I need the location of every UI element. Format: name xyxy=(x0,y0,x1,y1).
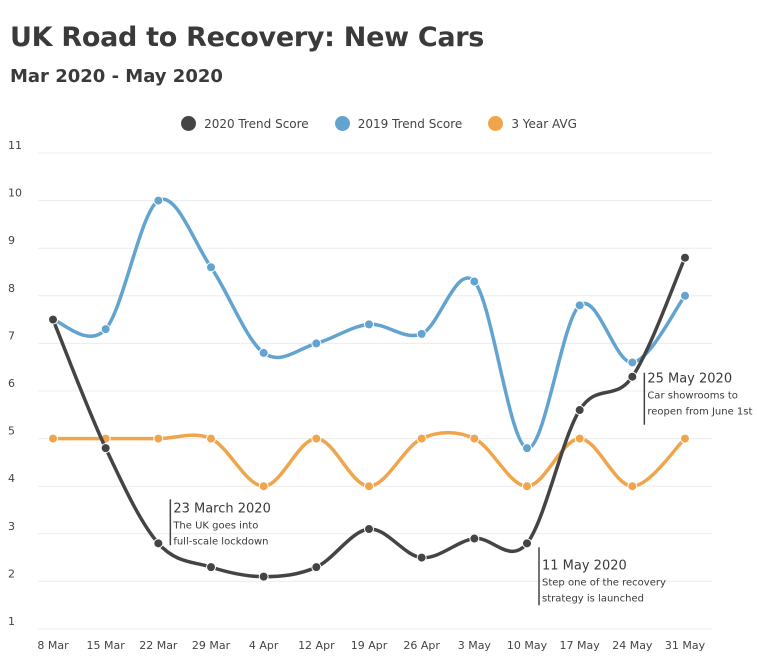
data-point-2019 xyxy=(680,290,690,301)
x-tick-label: 10 May xyxy=(507,639,548,652)
data-point-3yr-avg xyxy=(469,433,480,444)
x-tick-label: 22 Mar xyxy=(139,639,178,652)
annotation-text: Car showrooms to xyxy=(647,391,738,402)
x-tick-label: 4 Apr xyxy=(249,639,279,652)
annotation-text: reopen from June 1st xyxy=(647,407,752,418)
data-point-3yr-avg xyxy=(522,481,532,492)
data-point-3yr-avg xyxy=(574,433,585,444)
data-point-2020 xyxy=(48,314,58,325)
x-tick-label: 31 May xyxy=(665,639,706,652)
chart-legend: 2020 Trend Score 2019 Trend Score 3 Year… xyxy=(0,116,758,131)
annotation-text: The UK goes into xyxy=(172,520,258,531)
y-tick-label: 11 xyxy=(8,139,22,152)
data-point-2019 xyxy=(364,319,374,330)
data-point-2019 xyxy=(258,347,269,358)
data-point-2019 xyxy=(416,328,427,339)
data-point-2019 xyxy=(311,338,322,349)
legend-item-3yr-avg[interactable]: 3 Year AVG xyxy=(488,116,577,131)
x-tick-label: 24 May xyxy=(612,639,653,652)
series-line-3yr-avg xyxy=(51,430,687,488)
data-point-3yr-avg xyxy=(627,481,638,492)
annotation-text: Step one of the recovery xyxy=(542,577,666,588)
x-tick-label: 8 Mar xyxy=(37,639,69,652)
legend-swatch-3yr-avg xyxy=(488,116,504,131)
data-point-3yr-avg xyxy=(206,433,216,444)
data-point-2020 xyxy=(364,524,374,535)
data-point-2020 xyxy=(206,562,216,573)
data-point-2020 xyxy=(153,538,164,549)
data-point-2020 xyxy=(416,552,427,563)
annotation-text: strategy is launched xyxy=(542,593,644,604)
data-point-2020 xyxy=(522,538,532,549)
data-point-3yr-avg xyxy=(364,481,374,492)
data-point-2019 xyxy=(153,195,164,206)
series-line-2020 xyxy=(51,255,687,579)
data-point-2020 xyxy=(469,533,480,544)
y-tick-label: 7 xyxy=(8,329,15,342)
data-point-2020 xyxy=(680,252,690,263)
data-point-2019 xyxy=(574,300,585,311)
data-point-3yr-avg xyxy=(153,433,164,444)
y-tick-label: 6 xyxy=(8,377,15,390)
data-point-2020 xyxy=(100,443,111,454)
data-point-2019 xyxy=(522,443,532,454)
y-tick-label: 10 xyxy=(8,187,22,200)
annotation-title: 25 May 2020 xyxy=(647,372,732,387)
x-tick-label: 29 Mar xyxy=(192,639,231,652)
data-point-3yr-avg xyxy=(416,433,427,444)
y-tick-label: 5 xyxy=(8,425,15,438)
x-tick-label: 12 Apr xyxy=(298,639,335,652)
legend-item-2019[interactable]: 2019 Trend Score xyxy=(334,116,463,131)
y-tick-label: 8 xyxy=(8,282,15,295)
legend-swatch-2019 xyxy=(334,116,350,131)
y-tick-label: 9 xyxy=(8,234,15,247)
legend-item-2020[interactable]: 2020 Trend Score xyxy=(181,116,309,131)
data-point-2019 xyxy=(469,276,480,287)
annotation-title: 23 March 2020 xyxy=(173,501,271,516)
data-point-2020 xyxy=(258,571,269,582)
chart-subtitle: Mar 2020 - May 2020 xyxy=(10,66,223,87)
data-point-2020 xyxy=(311,562,322,573)
y-tick-label: 4 xyxy=(8,472,15,485)
annotation-text: full-scale lockdown xyxy=(173,536,268,547)
chart-title: UK Road to Recovery: New Cars xyxy=(10,22,485,53)
legend-label-2020: 2020 Trend Score xyxy=(204,116,309,131)
data-point-2019 xyxy=(100,324,111,335)
x-tick-label: 19 Apr xyxy=(351,639,388,652)
x-tick-label: 26 Apr xyxy=(403,639,440,652)
data-point-2020 xyxy=(627,371,638,382)
data-point-2019 xyxy=(206,262,216,273)
x-tick-label: 17 May xyxy=(560,639,601,652)
legend-label-2019: 2019 Trend Score xyxy=(357,116,463,131)
legend-swatch-2020 xyxy=(181,116,197,131)
y-tick-label: 3 xyxy=(8,520,15,533)
data-point-3yr-avg xyxy=(48,433,58,444)
x-tick-label: 3 May xyxy=(458,639,492,652)
x-tick-label: 15 Mar xyxy=(87,639,126,652)
data-point-2019 xyxy=(627,357,638,368)
legend-label-3yr-avg: 3 Year AVG xyxy=(511,116,577,131)
y-tick-label: 1 xyxy=(8,615,15,628)
y-tick-label: 2 xyxy=(8,567,15,580)
annotation-title: 11 May 2020 xyxy=(542,558,627,573)
data-point-2020 xyxy=(574,405,585,416)
data-point-3yr-avg xyxy=(311,433,322,444)
data-point-3yr-avg xyxy=(258,481,269,492)
data-point-3yr-avg xyxy=(680,433,690,444)
